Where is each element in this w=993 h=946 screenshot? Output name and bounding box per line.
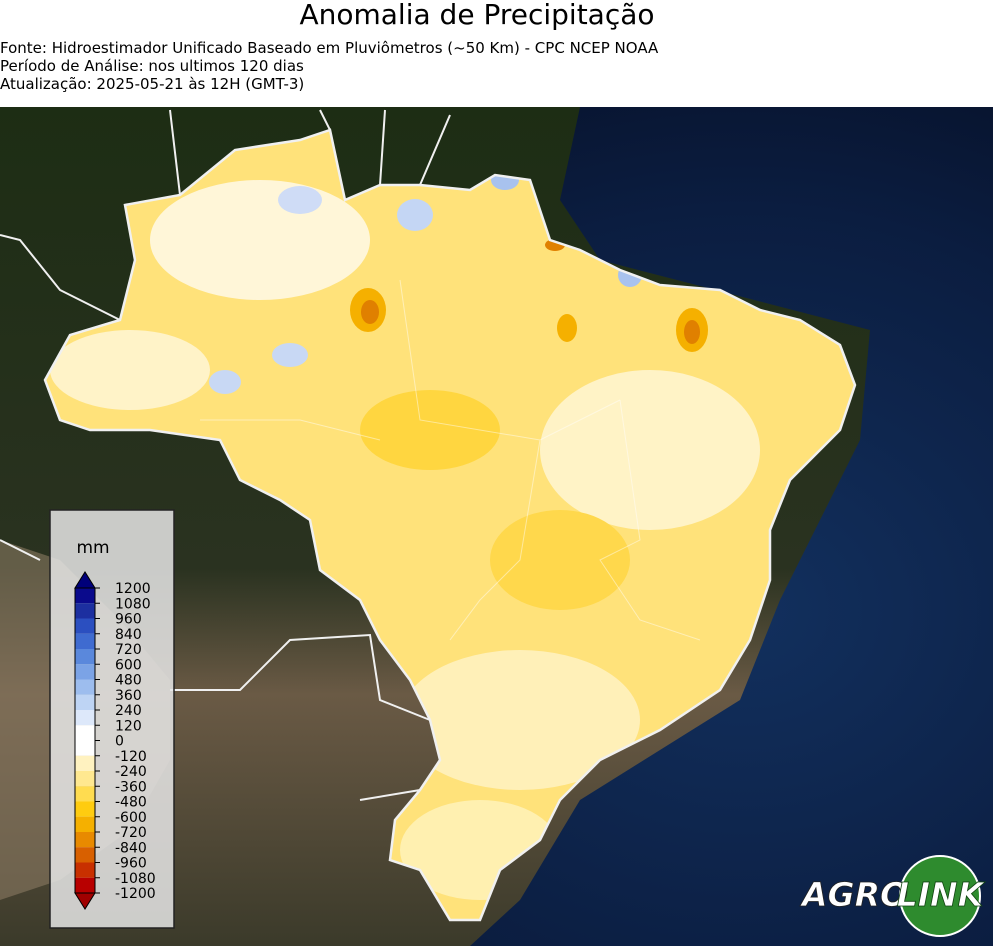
colorbar-segment	[75, 603, 95, 619]
colorbar-segment	[75, 588, 95, 604]
colorbar-segment	[75, 862, 95, 878]
country-borders	[0, 109, 451, 801]
colorbar-segment	[75, 786, 95, 802]
colorbar-tick-label: -840	[115, 840, 147, 856]
colorbar-segment	[75, 694, 95, 710]
colorbar-segment	[75, 832, 95, 848]
title: Anomalia de Precipitação	[299, 0, 654, 31]
header-bg	[0, 0, 993, 106]
colorbar-tick-label: -600	[115, 810, 147, 826]
colorbar-tick-label: 600	[115, 657, 142, 673]
colorbar-segment	[75, 679, 95, 695]
colorbar-tick-label: 960	[115, 612, 142, 628]
colorbar-tick-label: 1200	[115, 581, 151, 597]
colorbar-tick-label: -480	[115, 795, 147, 811]
colorbar-tick-label: 120	[115, 718, 142, 734]
colorbar-segment	[75, 816, 95, 832]
logo-right: LINK	[897, 875, 986, 914]
colorbar-segment	[75, 847, 95, 863]
logo-left: AGRO	[799, 875, 908, 914]
colorbar-tick-label: 720	[115, 642, 142, 658]
colorbar-segment	[75, 618, 95, 634]
period-line: Período de Análise: nos ultimos 120 dias	[0, 57, 304, 75]
legend-box	[49, 509, 175, 929]
colorbar-tick-label: -960	[115, 856, 147, 872]
colorbar-segment	[75, 755, 95, 771]
source-line: Fonte: Hidroestimador Unificado Baseado …	[0, 39, 659, 57]
logo-circle	[899, 855, 981, 937]
legend: mm 120010809608407206004803602401200-120…	[49, 509, 175, 929]
colorbar-tick-label: -360	[115, 779, 147, 795]
colorbar-segment	[75, 877, 95, 893]
colorbar-segment	[75, 649, 95, 665]
colorbar-segment	[75, 801, 95, 817]
colorbar-tick-label: 1080	[115, 596, 151, 612]
colorbar-tick-label: 0	[115, 734, 124, 750]
map	[0, 107, 993, 946]
colorbar-tick-label: 480	[115, 673, 142, 689]
colorbar-tick-label: -240	[115, 764, 147, 780]
update-line: Atualização: 2025-05-21 às 12H (GMT-3)	[0, 75, 304, 93]
colorbar-segment	[75, 710, 95, 726]
colorbar-tick-label: -1200	[115, 886, 156, 902]
state-borders	[200, 279, 701, 641]
colorbar: 120010809608407206004803602401200-120-24…	[74, 571, 156, 910]
colorbar-tick-label: -720	[115, 825, 147, 841]
colorbar-tick-label: 240	[115, 703, 142, 719]
legend-unit: mm	[76, 538, 109, 558]
colorbar-segment	[75, 740, 95, 756]
colorbar-tick-label: -1080	[115, 871, 156, 887]
colorbar-segment	[75, 771, 95, 787]
colorbar-tick-label: 840	[115, 627, 142, 643]
colorbar-tick-label: -120	[115, 749, 147, 765]
colorbar-segment	[75, 633, 95, 649]
colorbar-tick-label: 360	[115, 688, 142, 704]
colorbar-segment	[75, 725, 95, 741]
colorbar-segment	[75, 664, 95, 680]
logo: AGRO LINK	[799, 855, 986, 937]
